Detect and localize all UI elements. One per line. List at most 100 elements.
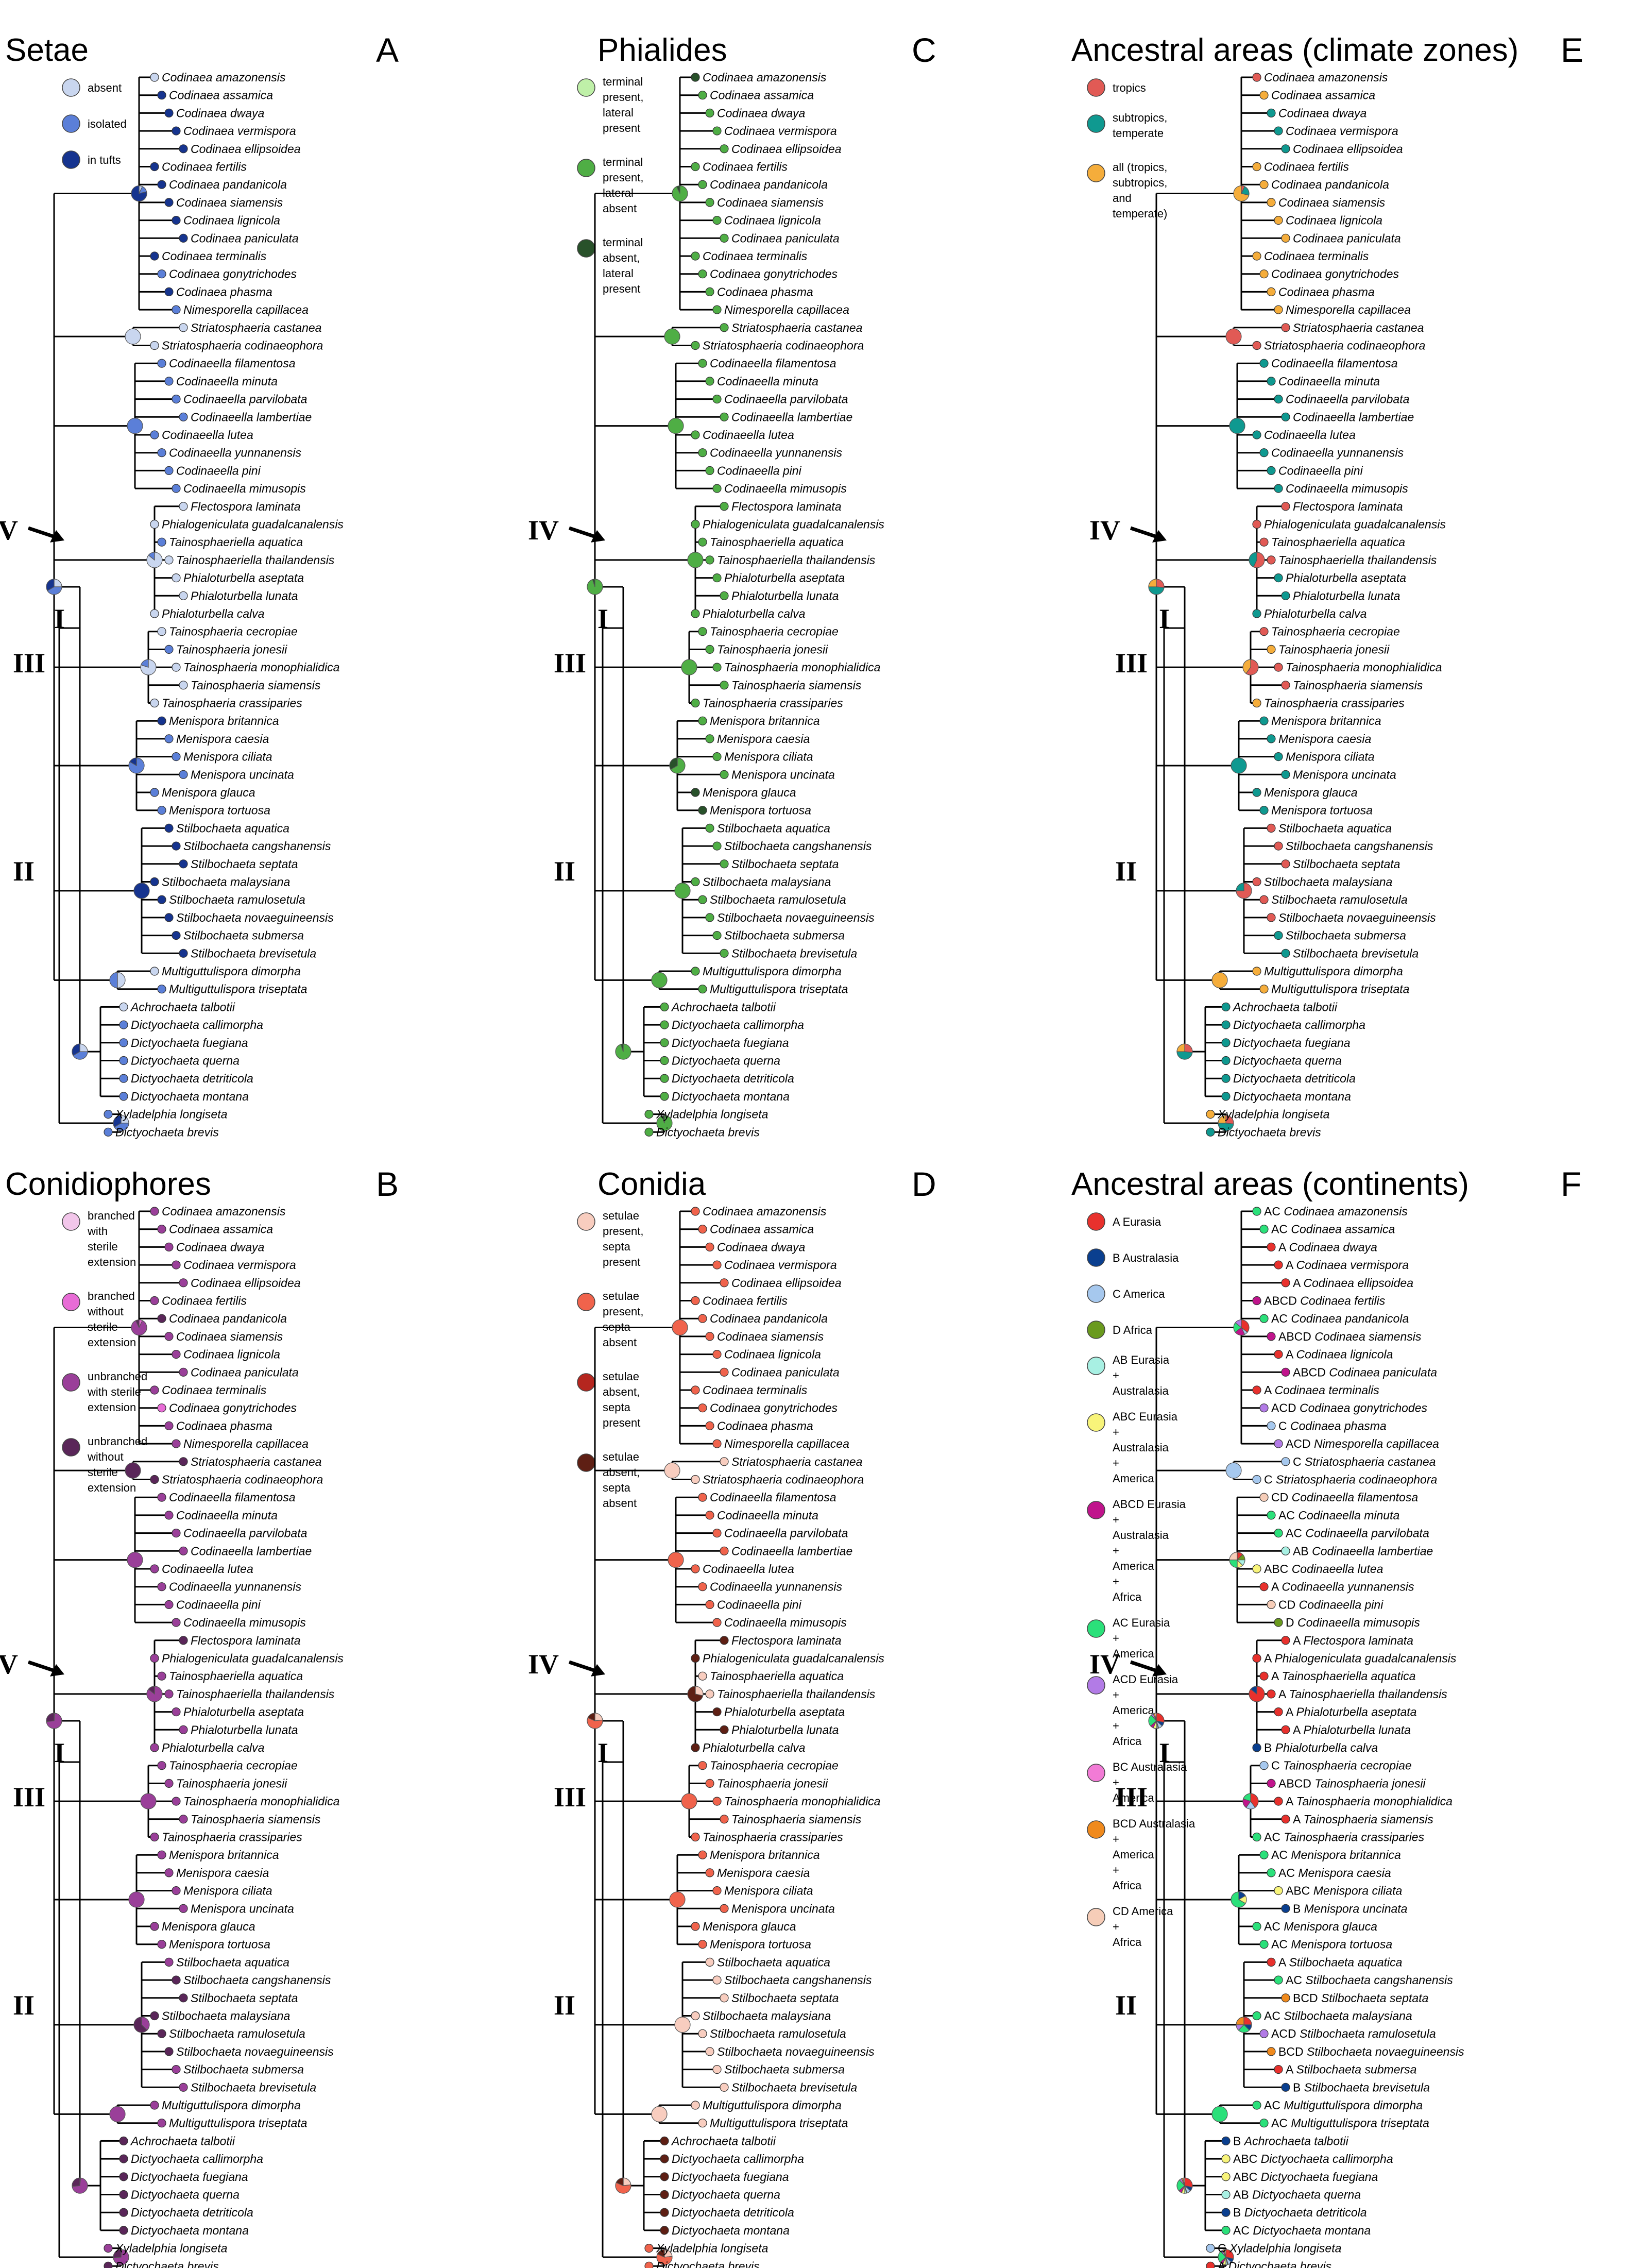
tip-state-marker (698, 895, 707, 904)
taxon-label: Tainosphaeriella aquatica (169, 1669, 303, 1683)
taxon-label: Phialogeniculata guadalcanalensis (162, 518, 344, 531)
taxon-label: Tainosphaeria siamensis (191, 679, 321, 692)
pie-slice (681, 659, 697, 675)
tip-state-marker (172, 663, 181, 672)
taxon-label: C Striatosphaeria castanea (1293, 1455, 1436, 1468)
taxon-label: Tainosphaeriella aquatica (1271, 535, 1405, 549)
legend-label: sterile (88, 1240, 118, 1253)
taxon-label: Tainosphaeria jonesii (176, 1776, 287, 1790)
pie-slice (587, 1713, 595, 1721)
tip-state-marker (1281, 1904, 1290, 1913)
legend-label: America (1113, 1791, 1154, 1804)
node-pie (1231, 1891, 1247, 1908)
taxon-label: Dictyochaeta montana (672, 1090, 790, 1103)
taxon-label: AC Multiguttulispora triseptata (1271, 2117, 1429, 2130)
tip-state-marker (1259, 895, 1269, 904)
node-pie (1233, 1319, 1250, 1336)
taxon-label: Codinaea siamensis (176, 1330, 283, 1343)
taxon-label: Tainosphaeria crassiparies (162, 1831, 302, 1844)
taxon-label: Stilbochaeta cangshanensis (724, 839, 872, 853)
node-label-iii: III (13, 1782, 45, 1813)
taxon-label: AC Menispora glauca (1264, 1920, 1377, 1933)
taxon-label: Flectospora laminata (731, 500, 842, 513)
legend-label: terminal (603, 156, 643, 168)
taxon-label: Codinaeella mimusopis (1286, 482, 1408, 495)
tip-state-marker (698, 359, 707, 368)
taxon-label: Menispora caesia (176, 732, 269, 746)
taxon-label: Stilbochaeta aquatica (176, 1955, 289, 1969)
tip-state-marker (172, 573, 181, 583)
tip-state-marker (1221, 2208, 1231, 2217)
taxon-label: BCD Stilbochaeta novaeguineensis (1278, 2045, 1464, 2058)
tip-state-marker (698, 1940, 707, 1949)
pie-slice (1242, 659, 1251, 674)
taxon-label: Achrochaeta talbotii (1232, 1000, 1338, 1013)
taxon-label: Menispora uncinata (731, 768, 835, 781)
taxon-label: Flectospora laminata (191, 1634, 301, 1647)
node-pie (146, 1686, 163, 1702)
tip-state-marker (705, 2047, 714, 2056)
tip-state-marker (164, 645, 174, 654)
taxon-label: Tainosphaeria monophialidica (1286, 661, 1442, 674)
tip-state-marker (104, 1127, 113, 1137)
taxon-label: Phialoturbella lunata (1293, 589, 1400, 602)
legend-entry: terminal present, lateral present (577, 75, 644, 134)
tip-state-marker (172, 1350, 181, 1359)
tip-state-marker (705, 913, 714, 922)
taxon-label: Codinaea phasma (176, 285, 272, 298)
node-label-iv: IV (528, 1649, 559, 1680)
tip-state-marker (720, 1993, 729, 2003)
pie-slice (1235, 1319, 1242, 1328)
tip-state-marker (1259, 985, 1269, 994)
tip-state-marker (720, 1636, 729, 1645)
taxon-label: Dictyochaeta montana (672, 2224, 790, 2237)
tip-state-marker (119, 1002, 128, 1012)
taxon-label: Phialoturbella calva (703, 607, 805, 620)
taxon-label: Xyladelphia longiseta (115, 2242, 227, 2255)
taxon-label: Codinaea dwaya (1278, 106, 1366, 120)
taxon-label: AB Codinaeella lambertiae (1293, 1544, 1433, 1558)
pie-slice (79, 1043, 88, 1052)
taxon-label: Codinaea siamensis (717, 1330, 824, 1343)
taxon-label: Stilbochaeta aquatica (1278, 821, 1392, 835)
tip-state-marker (1206, 1127, 1215, 1137)
taxon-label: Menispora glauca (703, 1920, 796, 1933)
tip-state-marker (705, 555, 714, 565)
node-arrow-head (1152, 1664, 1167, 1677)
tip-state-marker (157, 2029, 166, 2038)
taxon-label: Multiguttulispora triseptata (169, 2117, 307, 2130)
legend-label: Africa (1113, 1936, 1142, 1949)
legend-label: sterile (88, 1466, 118, 1479)
node-pie (125, 328, 141, 345)
tip-state-marker (150, 1832, 159, 1842)
taxon-label: Tainosphaeria siamensis (731, 679, 862, 692)
legend-label: + (1113, 1864, 1119, 1876)
taxon-label: D Codinaeella mimusopis (1286, 1616, 1420, 1629)
node-pie (1236, 2017, 1252, 2033)
tip-state-marker (157, 448, 166, 458)
legend-entry: CD America + Africa (1087, 1905, 1173, 1949)
tip-state-marker (1259, 1940, 1269, 1949)
tip-state-marker (179, 2083, 188, 2092)
tip-state-marker (644, 1110, 654, 1119)
tip-state-marker (1206, 2261, 1215, 2268)
tip-state-marker (1252, 73, 1261, 82)
tip-state-marker (150, 1475, 159, 1484)
taxon-label: Dictyochaeta fuegiana (672, 1036, 789, 1050)
tip-state-marker (712, 126, 722, 136)
tip-state-marker (150, 1564, 159, 1573)
taxon-label: Dictyochaeta detriticola (672, 1072, 794, 1085)
legend-label: Africa (1113, 1735, 1142, 1748)
node-pie (46, 1713, 62, 1729)
tip-state-marker (1281, 949, 1290, 958)
taxon-label: Multiguttulispora dimorpha (1264, 964, 1403, 978)
taxon-label: Codinaea pandanicola (710, 1312, 828, 1325)
taxon-label: Phialoturbella calva (162, 607, 264, 620)
tip-state-marker (1221, 1092, 1231, 1101)
taxon-label: Codinaea siamensis (717, 196, 824, 209)
legend-label: America (1113, 1848, 1154, 1861)
legend-swatch (1087, 1908, 1105, 1926)
tip-state-marker (1259, 716, 1269, 725)
node-label-iv: IV (1089, 1649, 1120, 1680)
